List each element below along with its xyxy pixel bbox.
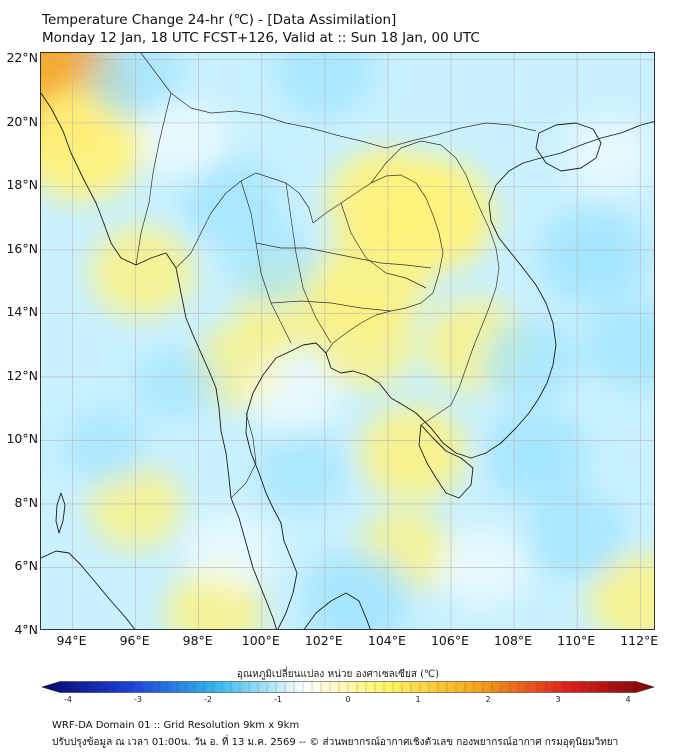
colorbar-title: อุณหภูมิเปลี่ยนแปลง หน่วย องศาเซลเซียส (… — [236, 669, 440, 680]
colorbar-tick-label: 1 — [415, 695, 421, 704]
country-borders — [135, 53, 537, 499]
colorbar-tick-label: -1 — [274, 695, 282, 704]
neutral-patch-3 — [563, 116, 654, 193]
colorbar — [40, 681, 656, 693]
coastline-sumatra-north — [41, 550, 136, 629]
coastline-gulf-of-thailand — [245, 121, 654, 629]
colorbar-tick-label: 3 — [555, 695, 561, 704]
temperature-anomaly-21 — [484, 410, 589, 503]
border-thai-provinces-e — [270, 300, 392, 312]
temperature-anomaly-27 — [60, 408, 148, 485]
temperature-field — [41, 53, 654, 629]
border-thai-provinces-a — [240, 180, 292, 344]
colorbar-tick-label: -2 — [204, 695, 212, 704]
lon-label: 94°E — [56, 633, 87, 648]
lon-label: 96°E — [119, 633, 150, 648]
footer-model-info: WRF-DA Domain 01 :: Grid Resolution 9km … — [52, 720, 300, 731]
lat-label: 22°N — [6, 50, 38, 66]
lat-label: 6°N — [14, 558, 38, 574]
colorbar-tick-label: -4 — [64, 695, 72, 704]
border-thai-provinces-c — [340, 202, 427, 289]
temperature-anomaly-2 — [89, 226, 194, 319]
lat-label: 4°N — [14, 622, 38, 637]
coastline-mekong-delta — [418, 424, 474, 499]
border-thai-peninsula — [230, 412, 257, 499]
graticule — [41, 53, 654, 629]
border-myanmar-interior — [135, 92, 172, 266]
border-china-north — [140, 53, 537, 149]
coastline-malaysia-east — [303, 592, 371, 629]
border-thailand-cambodia — [325, 292, 434, 354]
temperature-anomaly-18 — [225, 225, 317, 306]
colorbar-tick-label: 0 — [345, 695, 351, 704]
temperature-anomaly-9 — [358, 405, 468, 502]
map-title: Temperature Change 24-hr (℃) - [Data Ass… — [42, 12, 397, 28]
neutral-patch-1 — [248, 354, 339, 431]
lat-label: 16°N — [6, 240, 38, 256]
coastline-myanmar-west — [41, 92, 277, 629]
lon-label: 98°E — [182, 633, 213, 648]
map-panel — [40, 52, 655, 630]
lon-label: 108°E — [494, 633, 533, 648]
border-cambodia-vietnam — [420, 307, 490, 426]
lat-label: 12°N — [6, 367, 38, 383]
temperature-anomaly-23 — [538, 208, 648, 305]
map-subtitle: Monday 12 Jan, 18 UTC FCST+126, Valid at… — [42, 30, 480, 46]
colorbar-tick-label: -3 — [134, 695, 142, 704]
lat-label: 20°N — [6, 113, 38, 129]
temperature-anomaly-20 — [257, 432, 349, 513]
lon-label: 112°E — [620, 633, 659, 648]
lat-label: 14°N — [6, 304, 38, 320]
border-thai-provinces-b — [285, 182, 332, 344]
neutral-patch-0 — [137, 100, 228, 177]
lon-label: 106°E — [430, 633, 469, 648]
map-svg — [41, 53, 654, 629]
lon-label: 104°E — [367, 633, 406, 648]
lat-label: 10°N — [6, 431, 38, 447]
border-laos-vietnam — [370, 140, 500, 309]
coastlines — [41, 92, 654, 629]
colorbar-dividers — [68, 681, 628, 693]
temperature-anomaly-24 — [584, 301, 654, 390]
border-thai-provinces-d — [255, 242, 432, 269]
coastline-hainan — [535, 122, 602, 172]
neutral-patch-4 — [185, 513, 276, 590]
temperature-anomaly-7 — [316, 301, 416, 390]
border-thailand-laos — [312, 174, 444, 294]
border-thailand-myanmar — [175, 172, 314, 269]
lon-label: 102°E — [304, 633, 343, 648]
coastline-andaman — [55, 492, 66, 534]
temperature-anomaly-25 — [302, 551, 411, 629]
lat-label: 8°N — [14, 494, 38, 510]
lon-label: 100°E — [241, 633, 280, 648]
lon-label: 110°E — [557, 633, 596, 648]
colorbar-tick-label: 4 — [625, 695, 631, 704]
temperature-anomaly-22 — [482, 319, 578, 404]
temperature-anomaly-19 — [133, 345, 220, 422]
lat-label: 18°N — [6, 177, 38, 193]
colorbar-tick-label: 2 — [485, 695, 491, 704]
footer-update-info: ปรับปรุงข้อมูล ณ เวลา 01:00น. วัน อ. ที่… — [52, 737, 619, 748]
